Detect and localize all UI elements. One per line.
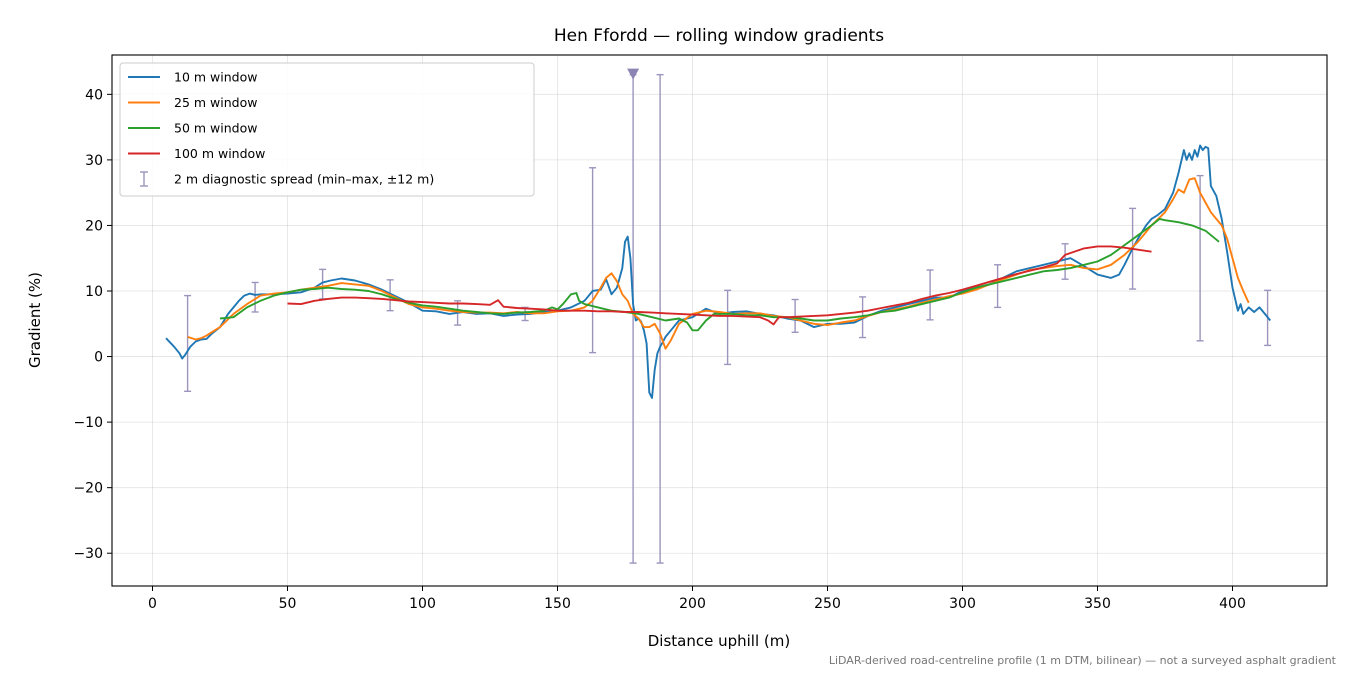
triangle-down-marker <box>627 68 640 80</box>
legend-label: 100 m window <box>174 146 265 161</box>
legend-label: 2 m diagnostic spread (min–max, ±12 m) <box>174 172 434 187</box>
error-bar <box>1061 243 1069 280</box>
legend-label: 25 m window <box>174 95 257 110</box>
error-bar <box>994 264 1002 309</box>
error-bar <box>1196 174 1204 342</box>
error-bar <box>251 281 259 313</box>
plot-area <box>165 68 1272 564</box>
x-tick-label: 200 <box>679 596 706 612</box>
x-tick-label: 0 <box>148 596 157 612</box>
x-tick-label: 250 <box>814 596 841 612</box>
y-tick-label: 20 <box>85 218 103 234</box>
legend-box <box>119 62 535 197</box>
x-tick-label: 50 <box>279 596 297 612</box>
error-bar <box>926 269 934 321</box>
x-tick-label: 400 <box>1219 596 1246 612</box>
y-tick-label: −30 <box>73 546 103 562</box>
y-tick-label: 40 <box>85 87 103 103</box>
error-bar <box>589 167 597 354</box>
error-bar <box>184 294 192 392</box>
axes-frame <box>111 54 1328 587</box>
y-tick-label: 30 <box>85 153 103 169</box>
legend-label: 10 m window <box>174 70 257 85</box>
x-tick-label: 100 <box>409 596 436 612</box>
x-axis-label: Distance uphill (m) <box>648 632 790 650</box>
series-line-10-m-window <box>165 144 1272 399</box>
error-bar <box>724 289 732 366</box>
footnote: LiDAR-derived road-centreline profile (1… <box>828 654 1336 667</box>
y-axis-label: Gradient (%) <box>26 272 44 368</box>
chart-title: Hen Ffordd — rolling window gradients <box>554 26 884 46</box>
y-tick-label: 0 <box>94 350 103 366</box>
legend-label: 50 m window <box>174 121 257 136</box>
grid-lines <box>112 55 1327 586</box>
axis-ticks: 0 50 100 150 200 250 300 350 400 −30 −20 −10 0 10 20 30… <box>73 87 1245 612</box>
x-tick-label: 150 <box>544 596 571 612</box>
x-tick-label: 350 <box>1084 596 1111 612</box>
y-tick-label: −10 <box>73 415 103 431</box>
series-line-25-m-window <box>187 177 1250 350</box>
y-tick-label: −20 <box>73 481 103 497</box>
legend: 10 m window 25 m window 50 m window 100 m w… <box>119 62 535 197</box>
series-line-50-m-window <box>219 217 1220 332</box>
series-line-100-m-window <box>287 245 1152 326</box>
x-tick-label: 300 <box>949 596 976 612</box>
y-tick-label: 10 <box>85 284 103 300</box>
